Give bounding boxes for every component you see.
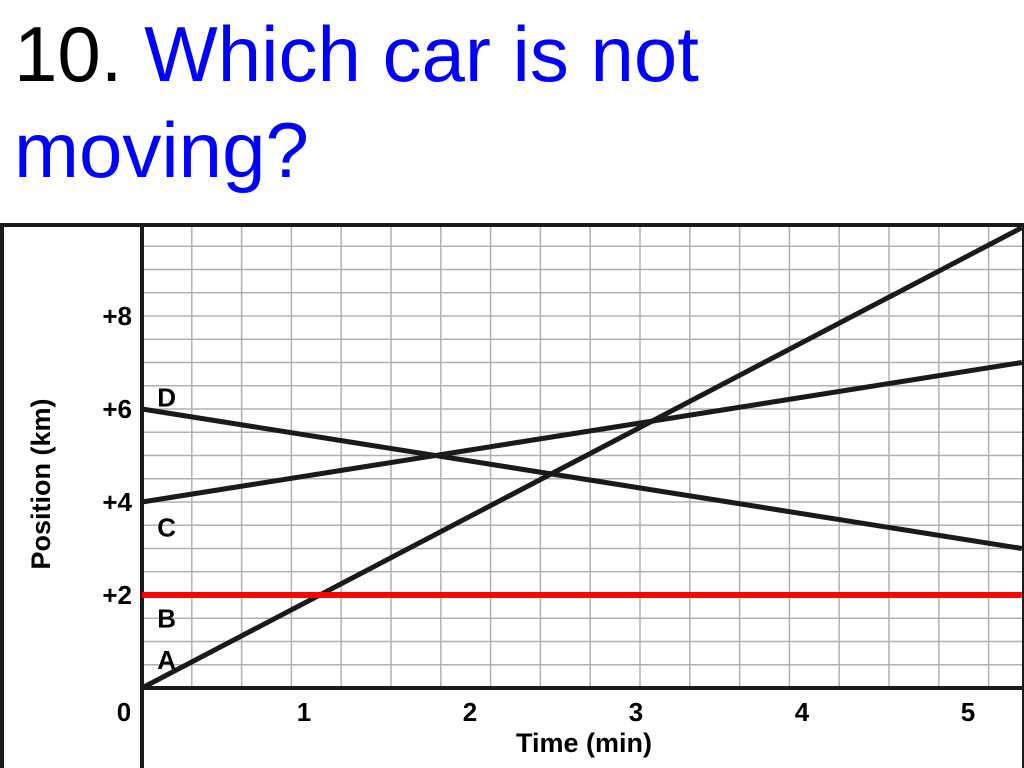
- series-line-d: [141, 406, 1023, 551]
- x-axis-title: Time (min): [516, 728, 652, 758]
- y-tick-label: +6: [102, 394, 132, 424]
- series-layer: AB C D: [140, 225, 1023, 691]
- y-tick-label: +2: [102, 580, 132, 610]
- series-label-c: C: [157, 513, 176, 543]
- x-tick-label: 3: [629, 697, 643, 727]
- series-label-b: B: [157, 603, 176, 633]
- series-line-a: [140, 225, 1023, 691]
- x-tick-label: 1: [297, 697, 311, 727]
- question-heading: 10. Which car is not moving?: [14, 6, 1014, 198]
- x-tick-label: 5: [961, 697, 975, 727]
- series-label-d: D: [157, 382, 176, 412]
- x-tick-label: 2: [463, 697, 477, 727]
- tick-labels: 0 1 2 3 4 5 +2 +4 +6 +8: [102, 301, 975, 727]
- y-tick-label: +8: [102, 301, 132, 331]
- series-label-a: A: [157, 645, 176, 675]
- x-tick-label: 0: [117, 697, 131, 727]
- y-axis-title: Position (km): [26, 398, 56, 569]
- x-tick-label: 4: [795, 697, 810, 727]
- y-tick-label: +4: [102, 487, 132, 517]
- series-line-c: [141, 360, 1023, 505]
- question-text: Which car is not moving?: [14, 10, 699, 194]
- question-number: 10.: [14, 10, 123, 98]
